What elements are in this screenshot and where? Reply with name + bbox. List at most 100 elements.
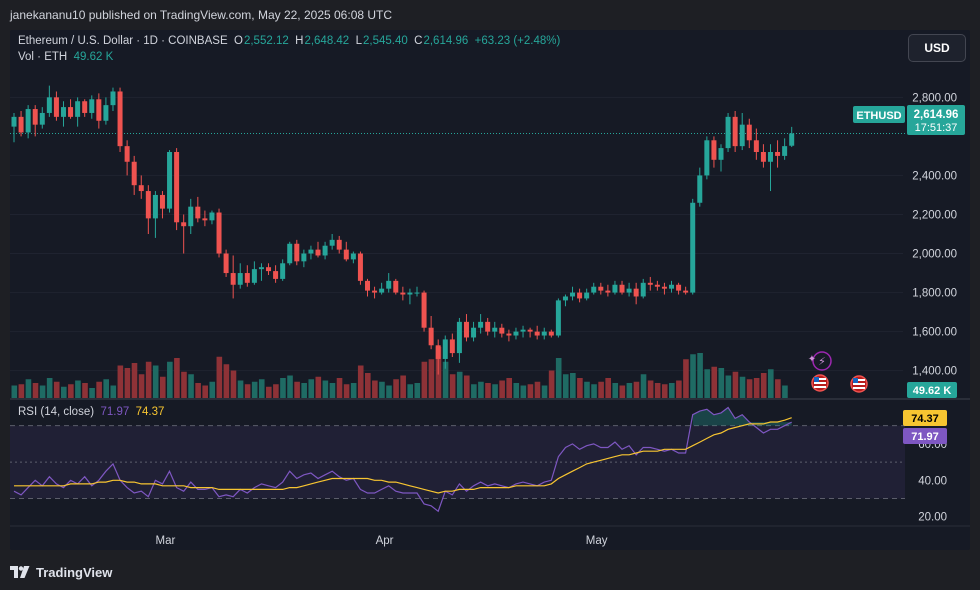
candle-body (53, 97, 59, 117)
candle-body (294, 243, 300, 262)
volume-bar (471, 384, 477, 398)
volume-bar (407, 384, 414, 398)
volume-bar (732, 371, 739, 398)
volume-bar (577, 378, 583, 398)
candles[interactable] (11, 85, 795, 375)
volume-bar (343, 384, 350, 398)
volume-bar (152, 365, 159, 398)
candle-body (463, 321, 469, 338)
event-markers[interactable]: ⚡ ✦ (808, 351, 868, 393)
volume-bar (75, 380, 81, 398)
candle-body (654, 284, 660, 287)
rsi-value: 71.97 (100, 406, 130, 418)
volume-bar (96, 381, 102, 398)
candle-body (435, 345, 441, 359)
volume-bar (725, 375, 732, 398)
volume-bar (308, 379, 315, 398)
volume-bar (598, 381, 604, 398)
candle-body (640, 282, 646, 297)
candle-body (683, 290, 689, 293)
candle-body (520, 329, 526, 332)
candle-body (181, 222, 187, 227)
rsi-ma-tag: 74.37 (911, 413, 939, 425)
candle-body (669, 284, 675, 289)
footer-brand[interactable]: TradingView (10, 560, 112, 584)
volume-bar (329, 383, 336, 398)
price-tick-label: 2,000.00 (912, 249, 957, 261)
volume-tag: 49.62 K (907, 382, 957, 398)
candle-body (11, 116, 17, 127)
price-axis[interactable]: 1,400.00 1,600.00 1,800.00 2,000.00 2,200.00… (912, 92, 957, 377)
candle-body (746, 124, 752, 141)
candle-body (96, 99, 102, 121)
us-flag-icon-2[interactable] (850, 375, 868, 393)
volume-bar (619, 385, 626, 398)
volume-bar (506, 378, 512, 398)
candle-body (690, 202, 696, 293)
volume-bar (110, 385, 117, 398)
candle-body (711, 140, 717, 160)
volume-tag-label: 49.62 K (913, 385, 952, 397)
candle-body (75, 101, 81, 117)
volume-bar (753, 378, 760, 398)
lightning-icon[interactable] (812, 351, 832, 371)
candle-body (273, 271, 279, 279)
candle-body (308, 249, 314, 254)
candle-body (591, 286, 597, 293)
symbol-title[interactable]: Ethereum / U.S. Dollar · 1D · COINBASE (18, 35, 228, 47)
volume-bar (60, 386, 67, 398)
volume-bar (647, 380, 654, 398)
volume-bar (202, 385, 208, 398)
candle-body (527, 329, 533, 332)
volume-bar (478, 381, 484, 398)
candle-body (393, 280, 399, 293)
candle-body (230, 273, 236, 285)
candle-body (131, 161, 137, 186)
candle-body (753, 140, 759, 152)
candle-body (782, 146, 788, 156)
rsi-label[interactable]: RSI (14, close) (18, 406, 95, 418)
candle-body (534, 331, 540, 336)
volume-bar (103, 379, 110, 398)
rsi-band (10, 425, 905, 500)
candle-body (555, 300, 561, 336)
candle-body (39, 112, 45, 125)
candle-body (379, 288, 385, 293)
volume-bar (294, 381, 300, 398)
volume-bar (492, 384, 498, 398)
high-value: 2,648.42 (304, 35, 350, 47)
volume-bar (541, 385, 548, 398)
currency-button[interactable]: USD (908, 34, 966, 62)
low-value: 2,545.40 (363, 35, 408, 47)
volume-bar (145, 361, 152, 398)
volume-bar (117, 365, 124, 398)
volume-bar (287, 375, 293, 398)
candle-body (103, 105, 109, 121)
candle-body (789, 133, 795, 146)
candle-body (492, 327, 498, 332)
candle-body (329, 239, 335, 246)
volume-bar (266, 386, 272, 398)
candle-body (343, 249, 349, 260)
candle-body (471, 327, 477, 338)
candle-body (407, 292, 413, 295)
volume-bar (534, 381, 541, 398)
price-tick-label: 1,800.00 (912, 288, 957, 300)
symbol-tag-bg (853, 106, 905, 123)
open-value: 2,552.12 (243, 35, 289, 47)
volume-bar (195, 383, 201, 398)
chart-panel[interactable]: Ethereum / U.S. Dollar · 1D · COINBASE O… (10, 30, 970, 550)
low-label: L (355, 35, 362, 47)
us-flag-icon[interactable] (811, 374, 829, 392)
chart-canvas[interactable]: 1,400.00 1,600.00 1,800.00 2,000.00 2,200.00… (10, 30, 970, 550)
candle-body (626, 288, 632, 293)
candle-body (18, 116, 24, 133)
change-value: +63.23 (+2.48%) (474, 35, 561, 47)
time-axis[interactable]: Mar Apr May (155, 535, 607, 547)
volume-bar (760, 373, 767, 398)
volume-bar (216, 356, 223, 398)
rsi-tick-label: 20.00 (918, 512, 947, 524)
volume-bar (379, 381, 385, 398)
volume-bar (167, 361, 173, 398)
